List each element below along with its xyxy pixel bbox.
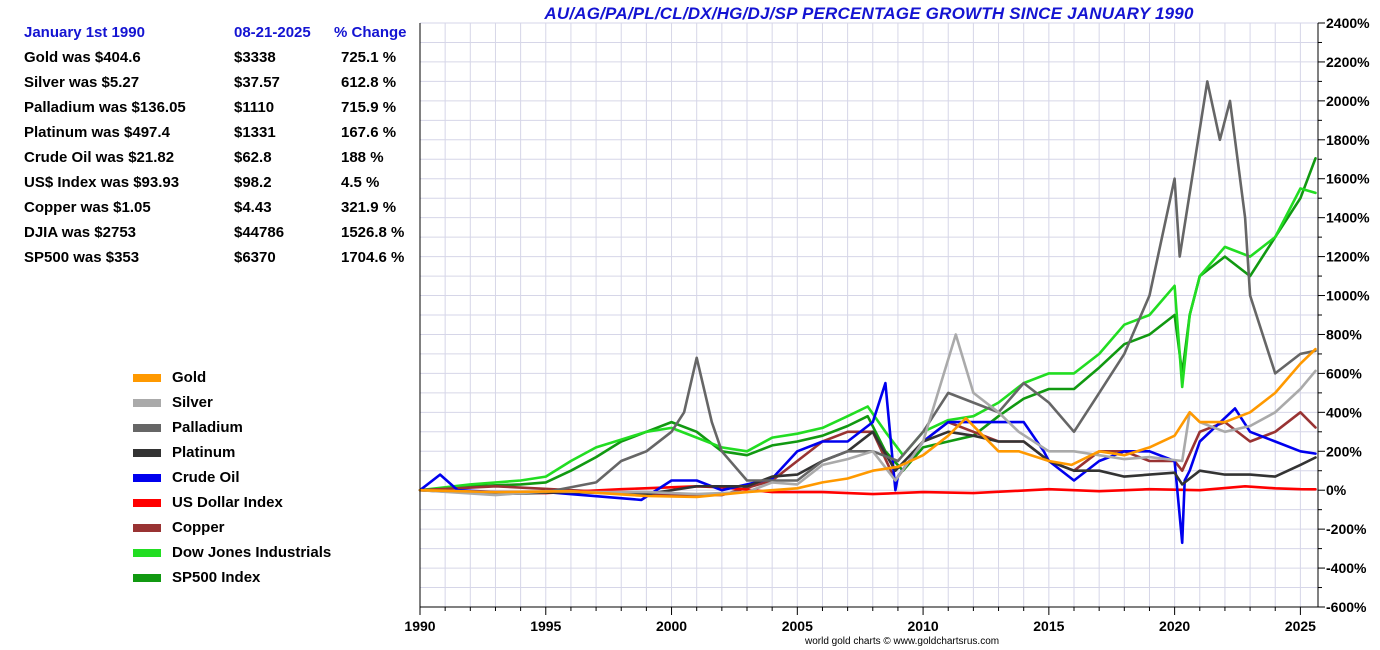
- row-price: $3338: [234, 49, 276, 66]
- y-tick-label: 1600%: [1326, 171, 1370, 187]
- row-price: $1331: [234, 124, 276, 141]
- axes: 1990 1995 2000 2005 2010 2015 2020 2025 -600% -40…: [404, 15, 1370, 634]
- row-change: 1704.6 %: [341, 249, 405, 266]
- row-price: $37.57: [234, 74, 280, 91]
- series-line-palladium: [418, 80, 1317, 496]
- legend-swatch: [133, 474, 161, 482]
- row-change: 1526.8 %: [341, 224, 405, 241]
- row-change: 715.9 %: [341, 99, 397, 116]
- y-tick-label: 0%: [1326, 482, 1347, 498]
- legend-label: Dow Jones Industrials: [172, 544, 332, 561]
- legend-swatch: [133, 549, 161, 557]
- row-price: $1110: [234, 99, 275, 116]
- legend-swatch: [133, 574, 161, 582]
- y-tick-label: 2400%: [1326, 15, 1370, 31]
- series-line-gold: [418, 347, 1317, 499]
- legend-label: SP500 Index: [172, 569, 261, 586]
- legend-swatch: [133, 449, 161, 457]
- y-tick-label: -600%: [1326, 599, 1367, 615]
- x-tick-label: 1995: [530, 618, 561, 634]
- row-label: Palladium was $136.05: [24, 99, 186, 116]
- x-tick-label: 2015: [1033, 618, 1064, 634]
- legend-swatch: [133, 424, 161, 432]
- y-tick-label: -400%: [1326, 560, 1367, 576]
- y-tick-label: 800%: [1326, 326, 1362, 342]
- row-change: 321.9 %: [341, 199, 397, 216]
- row-change: 4.5 %: [341, 174, 380, 191]
- row-label: Crude Oil was $21.82: [24, 149, 175, 166]
- x-tick-label: 2020: [1159, 618, 1190, 634]
- series-line-silver: [418, 333, 1317, 497]
- y-tick-label: 1000%: [1326, 288, 1370, 304]
- legend-label: Copper: [172, 519, 225, 536]
- y-tick-label: 2000%: [1326, 93, 1370, 109]
- legend-label: Palladium: [172, 419, 243, 436]
- legend-label: Crude Oil: [172, 469, 240, 486]
- row-price: $6370: [234, 249, 276, 266]
- chart-title: AU/AG/PA/PL/CL/DX/HG/DJ/SP PERCENTAGE GR…: [544, 4, 1194, 23]
- legend-swatch: [133, 374, 161, 382]
- grid-lines: [419, 22, 1318, 608]
- row-change: 725.1 %: [341, 49, 397, 66]
- y-tick-label: 200%: [1326, 443, 1362, 459]
- x-tick-label: 1990: [404, 618, 435, 634]
- y-tick-label: -200%: [1326, 521, 1367, 537]
- y-tick-label: 1400%: [1326, 210, 1370, 226]
- row-label: Platinum was $497.4: [24, 124, 170, 141]
- header-current-date: 08-21-2025: [234, 24, 311, 41]
- row-price: $62.8: [234, 149, 272, 166]
- x-tick-label: 2000: [656, 618, 687, 634]
- legend-swatch: [133, 524, 161, 532]
- header-percent-change: % Change: [334, 24, 407, 41]
- legend-swatch: [133, 399, 161, 407]
- y-tick-label: 1200%: [1326, 249, 1370, 265]
- legend-label: Silver: [172, 394, 213, 411]
- row-label: Copper was $1.05: [24, 199, 151, 216]
- y-tick-label: 400%: [1326, 404, 1362, 420]
- y-tick-label: 600%: [1326, 365, 1362, 381]
- row-label: DJIA was $2753: [24, 224, 137, 241]
- row-label: US$ Index was $93.93: [24, 174, 180, 191]
- row-price: $44786: [234, 224, 285, 241]
- legend-label: Gold: [172, 369, 207, 386]
- legend-label: Platinum: [172, 444, 236, 461]
- series-line-crude-oil: [418, 381, 1317, 545]
- row-label: SP500 was $353: [24, 249, 140, 266]
- row-change: 167.6 %: [341, 124, 397, 141]
- row-price: $4.43: [234, 199, 272, 216]
- y-tick-label: 1800%: [1326, 132, 1370, 148]
- row-label: Silver was $5.27: [24, 74, 140, 91]
- x-tick-label: 2025: [1285, 618, 1316, 634]
- x-tick-label: 2010: [908, 618, 939, 634]
- legend-swatch: [133, 499, 161, 507]
- row-price: $98.2: [234, 174, 272, 191]
- header-start-date: January 1st 1990: [24, 24, 145, 41]
- legend-label: US Dollar Index: [172, 494, 283, 511]
- row-change: 188 %: [341, 149, 384, 166]
- x-tick-label: 2005: [782, 618, 813, 634]
- row-label: Gold was $404.6: [24, 49, 141, 66]
- y-tick-label: 2200%: [1326, 54, 1370, 70]
- row-change: 612.8 %: [341, 74, 397, 91]
- chart-credit: world gold charts © www.goldchartsrus.co…: [805, 636, 1000, 647]
- series-line-us-dollar-index: [418, 484, 1317, 496]
- series-lines: [418, 80, 1317, 545]
